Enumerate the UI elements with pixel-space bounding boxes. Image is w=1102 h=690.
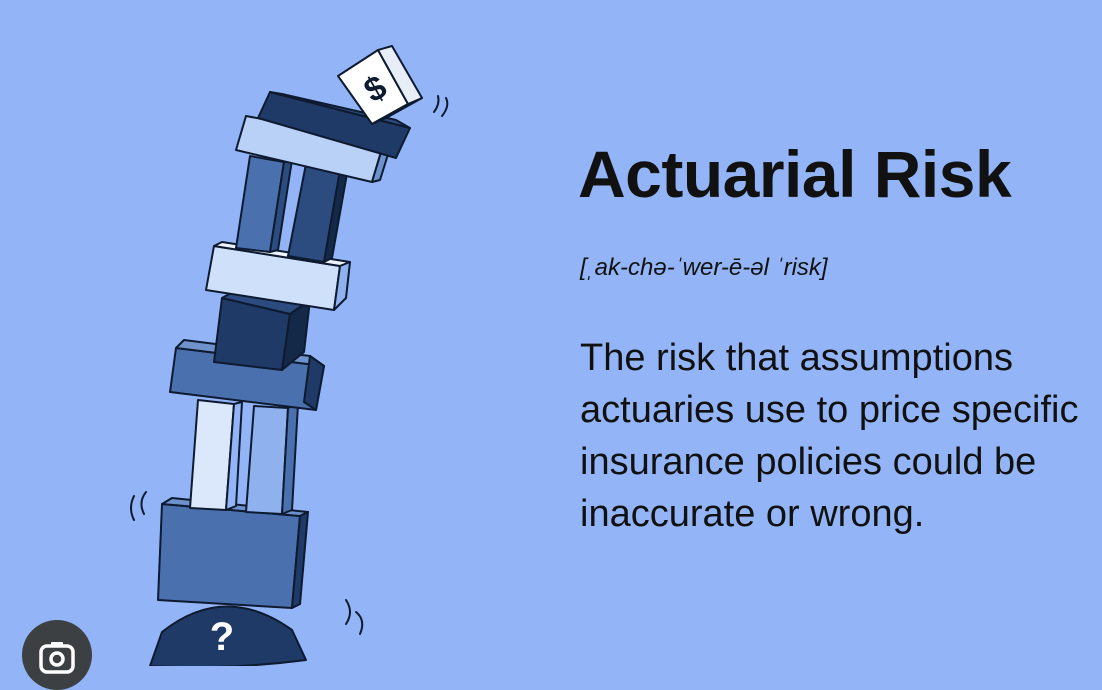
lens-search-button[interactable] [22,620,92,690]
pillar-lower-right [245,405,289,515]
pronunciation: [ˌak-chə-ˈwer-ē-əl ˈrisk] [580,254,828,281]
tower-illustration: $ ? [130,45,449,666]
definition-text: The risk that assumptions actuaries use … [580,337,1079,535]
dome-base [149,605,307,666]
camera-search-icon [39,642,75,674]
question-symbol: ? [210,615,234,659]
page-title: Actuarial Risk [578,137,1012,211]
dollar-cube [337,45,423,125]
block-bottom [157,503,301,609]
